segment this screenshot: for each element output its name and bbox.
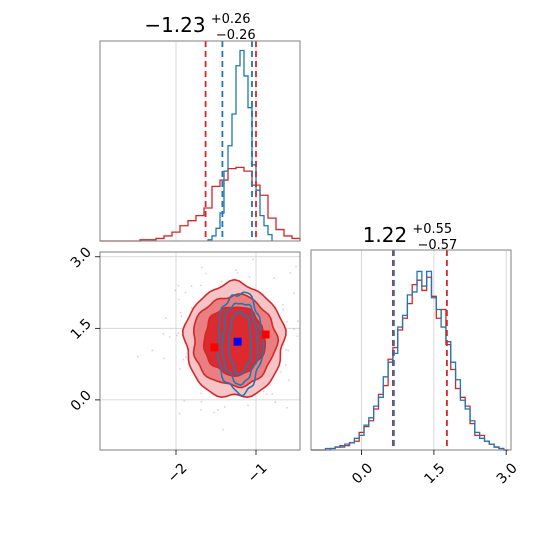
marginal-x-title-plus: +0.26 [211, 12, 251, 27]
joint-sample-point [162, 357, 165, 360]
joint-sample-point [293, 328, 295, 331]
joint-sample-point [281, 303, 284, 306]
joint-blue-contour-1 [221, 302, 259, 386]
joint-sample-point [177, 284, 180, 287]
joint-sample-point [280, 371, 282, 373]
joint-sample-point [284, 364, 287, 366]
joint-sample-point [176, 334, 178, 337]
joint-sample-point [236, 271, 239, 274]
marginal-x-frame [99, 40, 301, 242]
joint-sample-point [271, 393, 274, 395]
joint-sample-point [286, 243, 288, 245]
marginal-histogram-y: 1.22 +0.55 −0.57 0.0 1.5 3.0 [310, 218, 521, 487]
joint-marker-1 [261, 330, 270, 339]
joint-sample-point [269, 383, 271, 386]
joint-sample-point [286, 320, 288, 323]
joint-sample-point [282, 308, 285, 311]
joint-sample-point [201, 266, 203, 269]
joint-sample-point [200, 284, 202, 287]
joint-sample-point [274, 401, 277, 403]
joint-sample-point [200, 400, 203, 403]
marginal-x-title-value: −1.23 [144, 13, 205, 37]
marginal-x-series-0 [100, 166, 301, 242]
joint-blue-contour-2 [227, 311, 252, 376]
marginal-histogram-x: −1.23 +0.26 −0.26 [99, 8, 301, 242]
joint-sample-point [286, 406, 288, 409]
joint-marker-2 [233, 337, 242, 346]
joint-sample-point [262, 390, 265, 393]
joint-sample-point [224, 486, 226, 488]
joint-sample-point [217, 409, 219, 411]
joint-marker-0 [210, 343, 219, 352]
joint-ytick-label: 1.5 [68, 316, 95, 343]
joint-ytick-label: 3.0 [68, 244, 95, 271]
joint-sample-point [182, 358, 185, 361]
marginal-y-series-1 [311, 270, 509, 451]
joint-sample-point [252, 258, 255, 261]
joint-blue-contour-0 [216, 291, 265, 397]
marginal-y-xtick-label: 3.0 [494, 460, 521, 487]
joint-sample-point [301, 323, 303, 325]
joint-sample-point [297, 320, 299, 323]
joint-sample-point [289, 272, 292, 274]
joint-sample-point [151, 349, 154, 352]
joint-sample-point [345, 339, 347, 341]
joint-sample-point [248, 276, 251, 279]
joint-sample-point [190, 306, 193, 309]
joint-sample-point [295, 265, 297, 268]
joint-sample-point [287, 379, 290, 382]
marginal-y-series-0 [311, 276, 509, 451]
joint-sample-point [164, 317, 167, 319]
joint-sample-point [282, 344, 285, 346]
marginal-y-title-plus: +0.55 [412, 222, 452, 237]
marginal-x-title-minus: −0.26 [216, 28, 256, 43]
joint-sample-point [162, 332, 165, 335]
joint-sample-point [285, 348, 288, 351]
joint-xtick-label: −2 [165, 460, 191, 486]
joint-sample-point [177, 298, 180, 301]
joint-ytick-label: 0.0 [68, 387, 95, 414]
joint-sample-point [293, 292, 296, 295]
joint-sample-point [273, 277, 276, 279]
marginal-y-frame [310, 249, 512, 451]
joint-sample-point [204, 272, 207, 275]
joint-sample-point [222, 428, 224, 431]
joint-sample-point [190, 285, 193, 288]
marginal-y-xtick-label: 1.5 [421, 460, 448, 487]
joint-contour-panel: −2 −1 0.0 1.5 3.0 [68, 243, 347, 488]
joint-sample-point [178, 412, 181, 415]
joint-sample-point [174, 289, 176, 292]
joint-sample-point [137, 355, 139, 358]
joint-sample-point [178, 368, 181, 371]
joint-sample-point [296, 335, 299, 338]
joint-sample-point [168, 336, 171, 338]
joint-sample-point [92, 298, 94, 300]
marginal-x-series-1 [207, 49, 273, 241]
joint-frame [99, 251, 301, 451]
joint-sample-point [179, 311, 182, 314]
joint-sample-point [220, 280, 223, 283]
joint-sample-point [184, 291, 187, 294]
joint-sample-point [223, 406, 226, 408]
joint-sample-point [235, 269, 237, 272]
marginal-y-xtick-label: 0.0 [349, 460, 376, 487]
joint-sample-point [200, 408, 202, 411]
joint-sample-point [180, 315, 183, 318]
joint-sample-point [200, 392, 203, 395]
marginal-y-title-value: 1.22 [363, 223, 408, 247]
joint-sample-point [177, 332, 180, 334]
joint-sample-point [266, 393, 268, 396]
joint-xtick-label: −1 [245, 460, 271, 486]
joint-sample-point [212, 411, 215, 414]
joint-sample-point [184, 356, 187, 358]
marginal-x-title: −1.23 +0.26 −0.26 [144, 8, 255, 43]
joint-sample-point [287, 349, 290, 352]
joint-sample-point [247, 404, 249, 407]
marginal-y-title: 1.22 +0.55 −0.57 [363, 218, 458, 253]
marginal-y-title-minus: −0.57 [417, 238, 457, 253]
joint-sample-point [183, 399, 186, 402]
